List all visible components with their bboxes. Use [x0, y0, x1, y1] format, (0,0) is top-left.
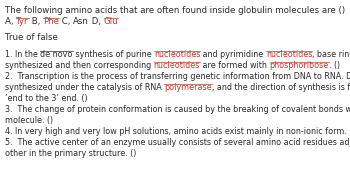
- Text: nucleotides: nucleotides: [154, 61, 200, 70]
- Text: . (): . (): [329, 61, 340, 70]
- Text: ’end to the 3’ end. (): ’end to the 3’ end. (): [5, 94, 88, 103]
- Text: synthesis of purine: synthesis of purine: [73, 50, 154, 59]
- Text: 1. In the: 1. In the: [5, 50, 40, 59]
- Text: Asn: Asn: [73, 17, 89, 26]
- Text: nucleotides: nucleotides: [266, 50, 312, 59]
- Text: Phe: Phe: [43, 17, 59, 26]
- Text: nucleotides: nucleotides: [154, 50, 200, 59]
- Text: A,: A,: [5, 17, 16, 26]
- Text: synthesized and then corresponding: synthesized and then corresponding: [5, 61, 154, 70]
- Text: 2.  Transcription is the process of transferring genetic information from DNA to: 2. Transcription is the process of trans…: [5, 72, 350, 81]
- Text: polymerase: polymerase: [164, 83, 212, 92]
- Text: The following amino acids that are often found inside globulin molecules are (): The following amino acids that are often…: [5, 6, 345, 15]
- Text: True of false: True of false: [5, 33, 58, 42]
- Text: Tyr: Tyr: [16, 17, 29, 26]
- Text: are formed with: are formed with: [200, 61, 270, 70]
- Text: de novo: de novo: [40, 50, 73, 59]
- Text: synthesized under the catalysis of RNA: synthesized under the catalysis of RNA: [5, 83, 164, 92]
- Text: , base rings are first: , base rings are first: [312, 50, 350, 59]
- Text: other in the primary structure. (): other in the primary structure. (): [5, 149, 136, 158]
- Text: phosphoribose: phosphoribose: [270, 61, 329, 70]
- Text: B,: B,: [29, 17, 43, 26]
- Text: , and the direction of synthesis is from the 5: , and the direction of synthesis is from…: [212, 83, 350, 92]
- Text: molecule. (): molecule. (): [5, 116, 53, 125]
- Text: D,: D,: [89, 17, 104, 26]
- Text: 4. In very high and very low pH solutions, amino acids exist mainly in non-ionic: 4. In very high and very low pH solution…: [5, 127, 350, 136]
- Text: 5.  The active center of an enzyme usually consists of several amino acid residu: 5. The active center of an enzyme usuall…: [5, 138, 350, 147]
- Text: and pyrimidine: and pyrimidine: [200, 50, 266, 59]
- Text: 3.  The change of protein conformation is caused by the breaking of covalent bon: 3. The change of protein conformation is…: [5, 105, 350, 114]
- Text: C,: C,: [59, 17, 73, 26]
- Text: Glu: Glu: [104, 17, 118, 26]
